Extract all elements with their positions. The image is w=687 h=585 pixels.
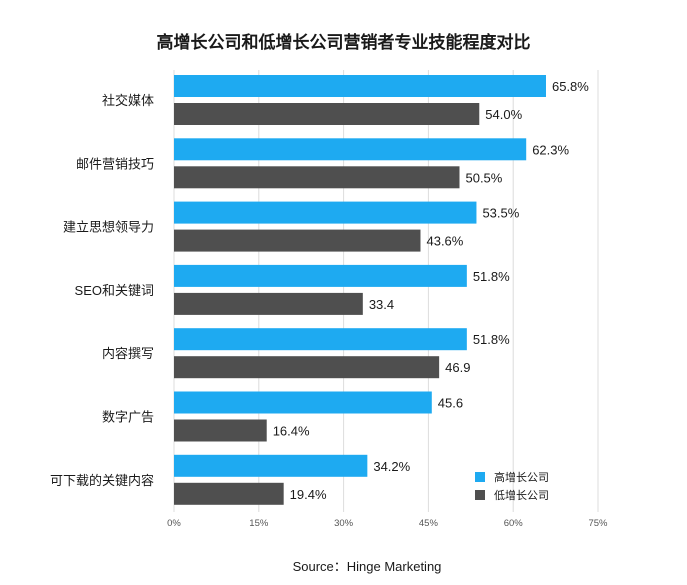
category-label: 可下载的关键内容 [50,473,154,488]
data-label: 51.8% [473,332,510,347]
data-label: 51.8% [473,269,510,284]
category-label: 邮件营销技巧 [76,156,154,171]
source-note: Source：Hinge Marketing [292,559,442,574]
data-label: 54.0% [485,107,522,122]
bar [174,264,467,287]
bar [174,138,527,161]
chart-title: 高增长公司和低增长公司营销者专业技能程度对比 [156,33,531,52]
category-label: 社交媒体 [102,93,154,108]
data-label: 16.4% [273,424,310,439]
category-label: 内容撰写 [102,346,154,361]
legend-swatch-high-growth [475,472,485,482]
x-tick-label: 60% [504,518,524,529]
data-label: 45.6 [438,396,463,411]
legend: 高增长公司 低增长公司 [475,468,549,504]
data-label: 53.5% [482,206,519,221]
x-tick-label: 30% [334,518,354,529]
bar [174,292,363,315]
bar [174,103,480,125]
bar [174,482,284,505]
bar [174,201,477,224]
bar [174,419,267,442]
x-tick-label: 75% [588,518,608,529]
data-label: 19.4% [290,487,327,502]
x-tick-label: 45% [419,518,439,529]
legend-swatch-low-growth [475,490,485,500]
legend-item-high-growth: 高增长公司 [475,468,549,486]
bar [174,328,467,351]
data-label: 34.2% [373,459,410,474]
x-tick-label: 15% [249,518,269,529]
bar [174,229,421,252]
bar [174,391,432,414]
data-label: 43.6% [426,234,463,249]
bar [174,356,440,379]
bar [174,75,546,97]
data-label: 65.8% [552,79,589,94]
x-tick-label: 0% [167,518,181,529]
legend-item-low-growth: 低增长公司 [475,486,549,504]
legend-label-low-growth: 低增长公司 [494,490,549,502]
category-label: 数字广告 [102,410,154,425]
data-label: 50.5% [465,170,502,185]
legend-label-high-growth: 高增长公司 [494,472,549,484]
bar [174,166,460,189]
data-label: 62.3% [532,142,569,157]
bar [174,454,368,477]
data-label: 33.4 [369,297,394,312]
category-label: SEO和关键词 [75,283,154,298]
data-label: 46.9 [445,360,470,375]
category-label: 建立思想领导力 [63,220,154,235]
